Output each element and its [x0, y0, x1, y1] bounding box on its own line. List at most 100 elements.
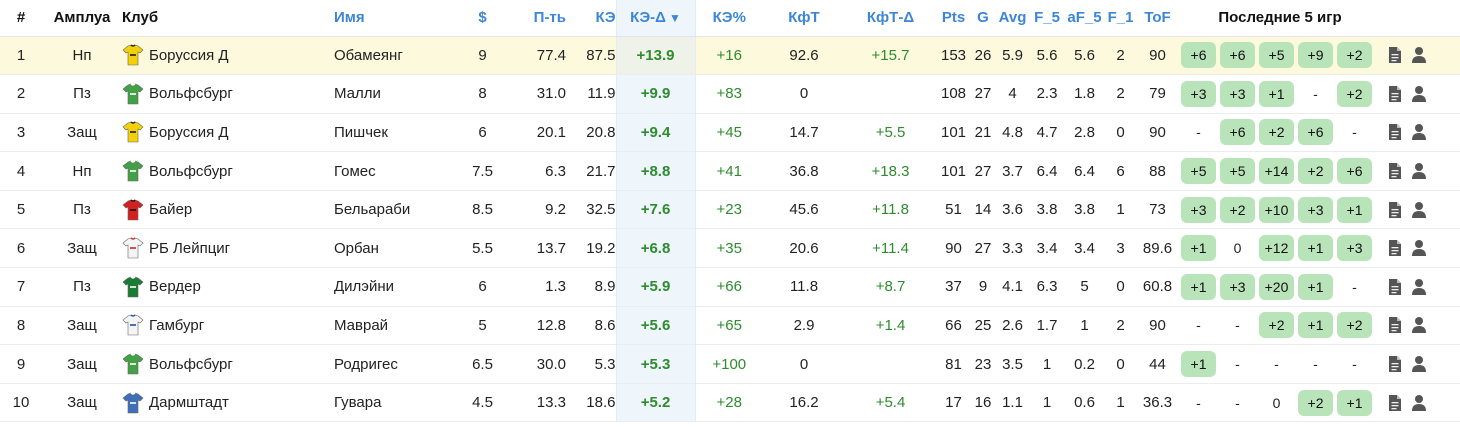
col-header-kft[interactable]: КфТ [763, 0, 845, 37]
rank-cell: 1 [16, 46, 26, 64]
player-name-cell: Маврай [334, 316, 389, 334]
game-score-chip: +2 [1220, 196, 1255, 223]
game-score-chip: +6 [1298, 119, 1333, 146]
ke-pct-cell: +41 [716, 162, 742, 180]
game-score-chip: - [1352, 278, 1357, 295]
f1-cell: 3 [1116, 239, 1125, 257]
col-header-avg[interactable]: Avg [995, 0, 1030, 37]
game-score-chip: +1 [1337, 389, 1372, 416]
ke-delta-cell: +9.9 [615, 74, 696, 114]
table-row[interactable]: 5 Пз Байер Бельараби 8.5 9.2 32.5 +7.6 +23 45.6 +1… [0, 190, 1460, 229]
table-row[interactable]: 7 Пз Вердер Дилэйни 6 1.3 8.9 +5.9 +66 11.8 +8.7 37… [0, 267, 1460, 307]
table-row[interactable]: 2 Пз Вольфсбург Малли 8 31.0 11.9 +9.9 +83 0 108 27… [0, 74, 1460, 114]
table-row[interactable]: 10 Защ Дармштадт Гувара 4.5 13.3 18.6 +5.2 +28 16… [0, 383, 1460, 422]
pts-cell: 101 [940, 162, 967, 180]
tof-cell: 90 [1149, 123, 1166, 141]
document-icon[interactable] [1387, 162, 1403, 180]
table-row[interactable]: 6 Защ РБ Лейпциг Орбан 5.5 13.7 19.2 +6.8 +35 20.… [0, 228, 1460, 268]
f5-cell: 1 [1042, 355, 1052, 373]
col-header-name[interactable]: Имя [334, 0, 459, 37]
avg-cell: 2.6 [1002, 316, 1023, 334]
game-score-chip: +5 [1181, 158, 1216, 185]
game-score-chip: +14 [1259, 158, 1294, 185]
game-score-chip: +1 [1259, 80, 1294, 107]
col-header-actions [1381, 0, 1460, 37]
document-icon[interactable] [1387, 278, 1403, 296]
col-header-ke-pct[interactable]: КЭ% [695, 0, 763, 37]
user-icon[interactable] [1411, 316, 1427, 334]
g-cell: 27 [974, 239, 992, 257]
pts-cell: 153 [940, 46, 967, 64]
col-header-pt[interactable]: П-ть [506, 0, 566, 37]
user-icon[interactable] [1411, 201, 1427, 219]
row-actions-cell [1381, 306, 1460, 345]
col-header-ke[interactable]: КЭ [566, 0, 616, 37]
user-icon[interactable] [1411, 162, 1427, 180]
avg-cell: 3.7 [1002, 162, 1023, 180]
last5-games-cell: +1 - - - - [1179, 345, 1381, 384]
ke-cell: 11.9 [587, 85, 616, 103]
col-header-g[interactable]: G [971, 0, 995, 37]
game-score-chip: +1 [1337, 196, 1372, 223]
rank-cell: 7 [16, 278, 26, 296]
pts-cell: 90 [945, 239, 962, 257]
table-row[interactable]: 9 Защ Вольфсбург Родригес 6.5 30.0 5.3 +5.3 +100… [0, 344, 1460, 384]
club-jersey-icon [122, 44, 144, 66]
user-icon[interactable] [1411, 355, 1427, 373]
pt-cell: 77.4 [536, 46, 566, 64]
col-header-kft-delta[interactable]: КфТ-Δ [845, 0, 936, 37]
document-icon[interactable] [1387, 201, 1403, 219]
game-score-chip: +3 [1220, 80, 1255, 107]
f5-cell: 6.3 [1036, 278, 1058, 296]
role-cell: Пз [73, 278, 91, 296]
document-icon[interactable] [1387, 123, 1403, 141]
user-icon[interactable] [1411, 46, 1427, 64]
game-score-chip: +5 [1259, 42, 1294, 69]
table-row[interactable]: 3 Защ Боруссия Д Пишчек 6 20.1 20.8 +9.4 +45 14.7… [0, 113, 1460, 152]
ke-delta-cell: +7.6 [615, 190, 696, 229]
row-actions-cell [1381, 36, 1460, 75]
col-header-f1[interactable]: F_1 [1105, 0, 1136, 37]
col-header-pts[interactable]: Pts [936, 0, 971, 37]
table-row[interactable]: 1 Нп Боруссия Д Обамеянг 9 77.4 87.5 +13.9 +16 92… [0, 36, 1460, 75]
pts-cell: 108 [940, 85, 967, 103]
col-header-tof[interactable]: ToF [1136, 0, 1179, 37]
kft-cell: 11.8 [789, 278, 819, 296]
table-row[interactable]: 4 Нп Вольфсбург Гомес 7.5 6.3 21.7 +8.8 +41 36.8 +… [0, 151, 1460, 191]
row-actions-cell [1381, 383, 1460, 422]
document-icon[interactable] [1387, 355, 1403, 373]
user-icon[interactable] [1411, 239, 1427, 257]
col-header-af5[interactable]: aF_5 [1064, 0, 1105, 37]
avg-cell: 4.8 [1002, 123, 1023, 141]
table-row[interactable]: 8 Защ Гамбург Маврай 5 12.8 8.6 +5.6 +65 2.9 +1.4 6… [0, 306, 1460, 345]
row-actions-cell [1381, 113, 1460, 152]
game-score-chip: +3 [1181, 80, 1216, 107]
user-icon[interactable] [1411, 85, 1427, 103]
last5-games-cell: +3 +2 +10 +3 +1 [1179, 190, 1381, 229]
rank-cell: 3 [16, 123, 26, 141]
f1-cell: 1 [1116, 201, 1125, 219]
role-cell: Защ [67, 355, 97, 373]
document-icon[interactable] [1387, 85, 1403, 103]
document-icon[interactable] [1387, 316, 1403, 334]
rank-cell: 10 [12, 394, 30, 412]
user-icon[interactable] [1411, 394, 1427, 412]
pt-cell: 31.0 [536, 85, 566, 103]
f5-cell: 6.4 [1036, 162, 1058, 180]
col-header-ke-delta[interactable]: КЭ-Δ ▼ [615, 0, 696, 37]
document-icon[interactable] [1387, 394, 1403, 412]
document-icon[interactable] [1387, 46, 1403, 64]
ke-delta-cell: +8.8 [615, 151, 696, 191]
game-score-chip: +3 [1298, 196, 1333, 223]
player-name-cell: Малли [334, 85, 381, 103]
col-header-price[interactable]: $ [459, 0, 506, 37]
col-header-f5[interactable]: F_5 [1030, 0, 1064, 37]
rank-cell: 2 [16, 85, 26, 103]
tof-cell: 60.8 [1142, 278, 1173, 296]
user-icon[interactable] [1411, 123, 1427, 141]
player-name-cell: Пишчек [334, 123, 388, 141]
document-icon[interactable] [1387, 239, 1403, 257]
price-cell: 7.5 [472, 162, 493, 180]
pt-cell: 13.7 [536, 239, 566, 257]
user-icon[interactable] [1411, 278, 1427, 296]
